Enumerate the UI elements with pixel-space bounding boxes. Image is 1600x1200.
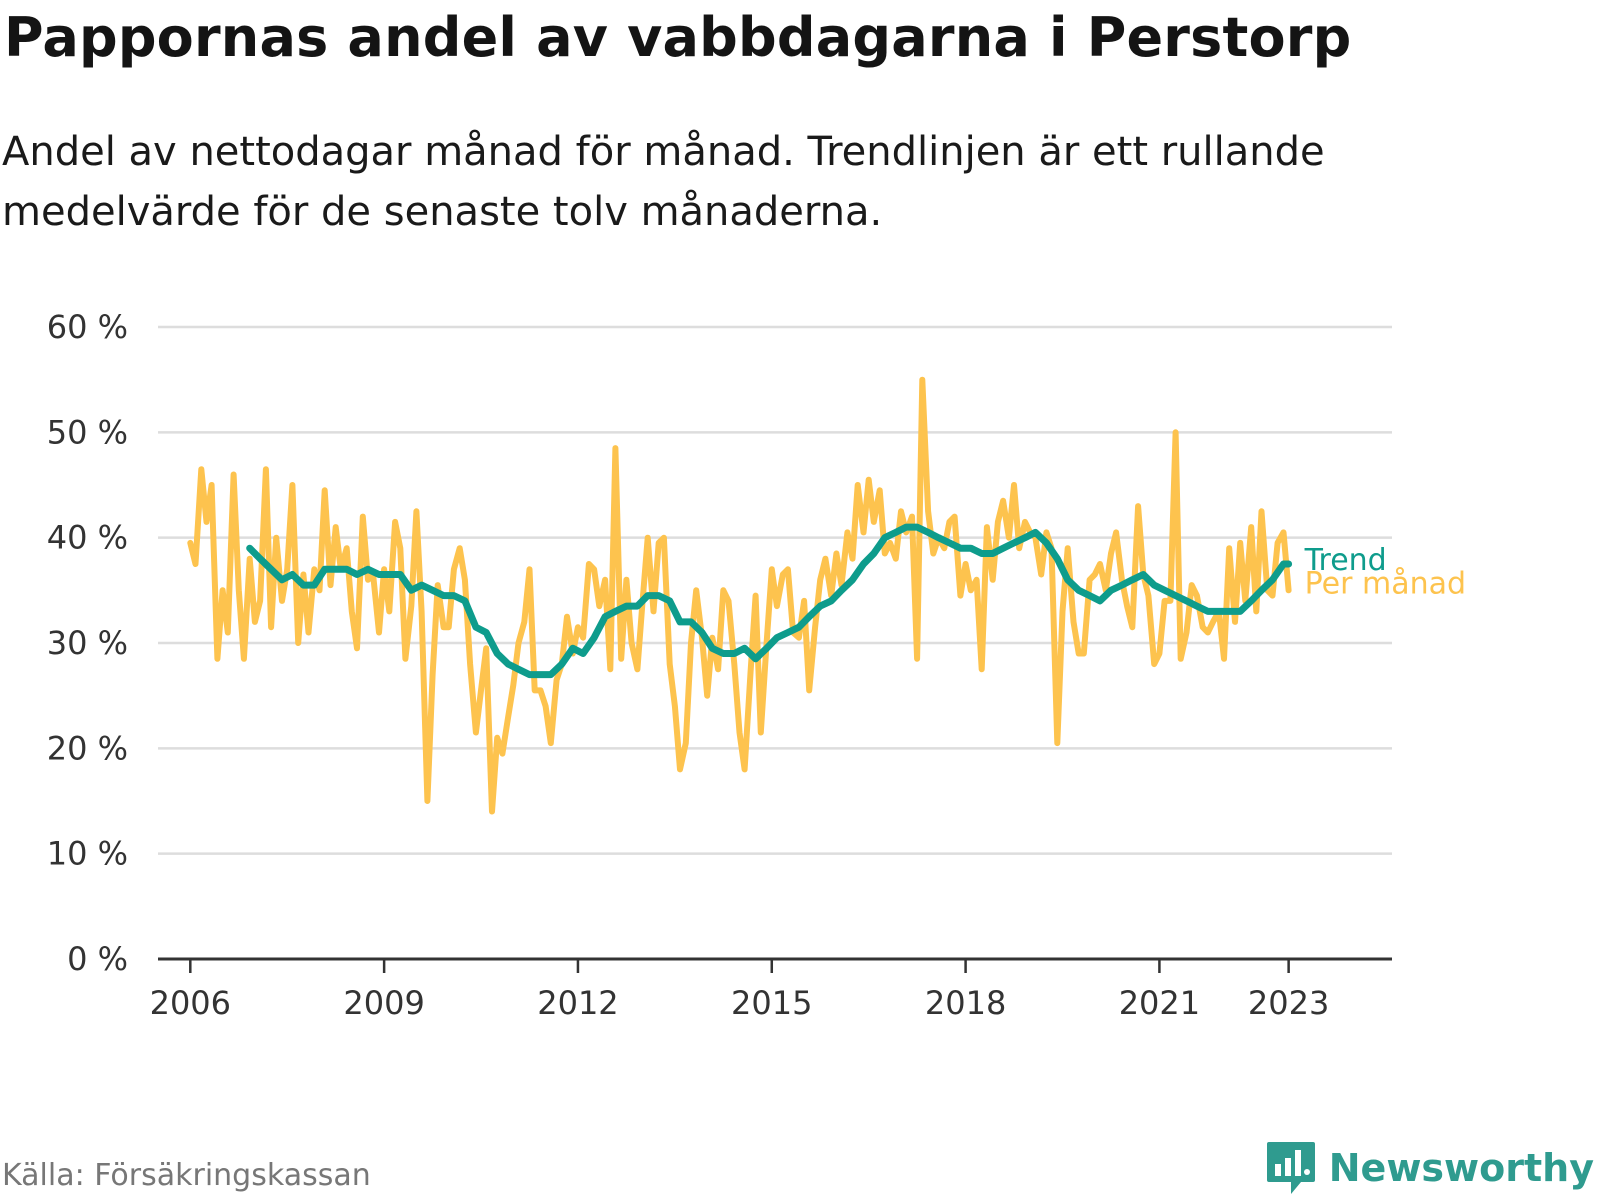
line-chart: 0 % 10 % 20 % 30 % 40 % 50 % 60 % 2006 2009 2012… bbox=[47, 308, 1466, 1022]
monthly-series-label: Per månad bbox=[1305, 566, 1466, 601]
grid-lines bbox=[158, 325, 1392, 855]
y-tick-label: 50 % bbox=[47, 413, 128, 451]
x-tick-label: 2012 bbox=[537, 984, 618, 1022]
y-tick-label: 20 % bbox=[47, 729, 128, 767]
x-axis: 2006 2009 2012 2015 2018 2021 2023 bbox=[150, 957, 1392, 1022]
x-tick-label: 2021 bbox=[1119, 984, 1200, 1022]
brand-logo: Newsworthy bbox=[1265, 1140, 1594, 1196]
x-tick-label: 2009 bbox=[343, 984, 424, 1022]
y-tick-label: 0 % bbox=[67, 940, 128, 978]
series-lines bbox=[187, 376, 1293, 815]
trend-series-label: Trend bbox=[1304, 543, 1387, 578]
source-note: Källa: Försäkringskassan bbox=[2, 1158, 371, 1193]
monthly-series-line bbox=[187, 376, 1292, 815]
y-tick-label: 40 % bbox=[47, 519, 128, 557]
chart-subtitle: Andel av nettodagar månad för månad. Tre… bbox=[2, 129, 1325, 235]
x-tick-label: 2006 bbox=[150, 984, 231, 1022]
brand-name: Newsworthy bbox=[1328, 1146, 1594, 1190]
y-tick-label: 10 % bbox=[47, 835, 128, 873]
y-tick-label: 30 % bbox=[47, 624, 128, 662]
x-tick-label: 2015 bbox=[731, 984, 812, 1022]
chart-title: Pappornas andel av vabbdagarna i Perstor… bbox=[4, 6, 1352, 69]
y-axis-tick-labels: 0 % 10 % 20 % 30 % 40 % 50 % 60 % bbox=[47, 308, 128, 978]
trend-series-line bbox=[246, 523, 1293, 679]
newsworthy-logo-icon bbox=[1266, 1142, 1315, 1194]
x-tick-label: 2018 bbox=[925, 984, 1006, 1022]
x-tick-label: 2023 bbox=[1248, 984, 1329, 1022]
y-tick-label: 60 % bbox=[47, 308, 128, 346]
